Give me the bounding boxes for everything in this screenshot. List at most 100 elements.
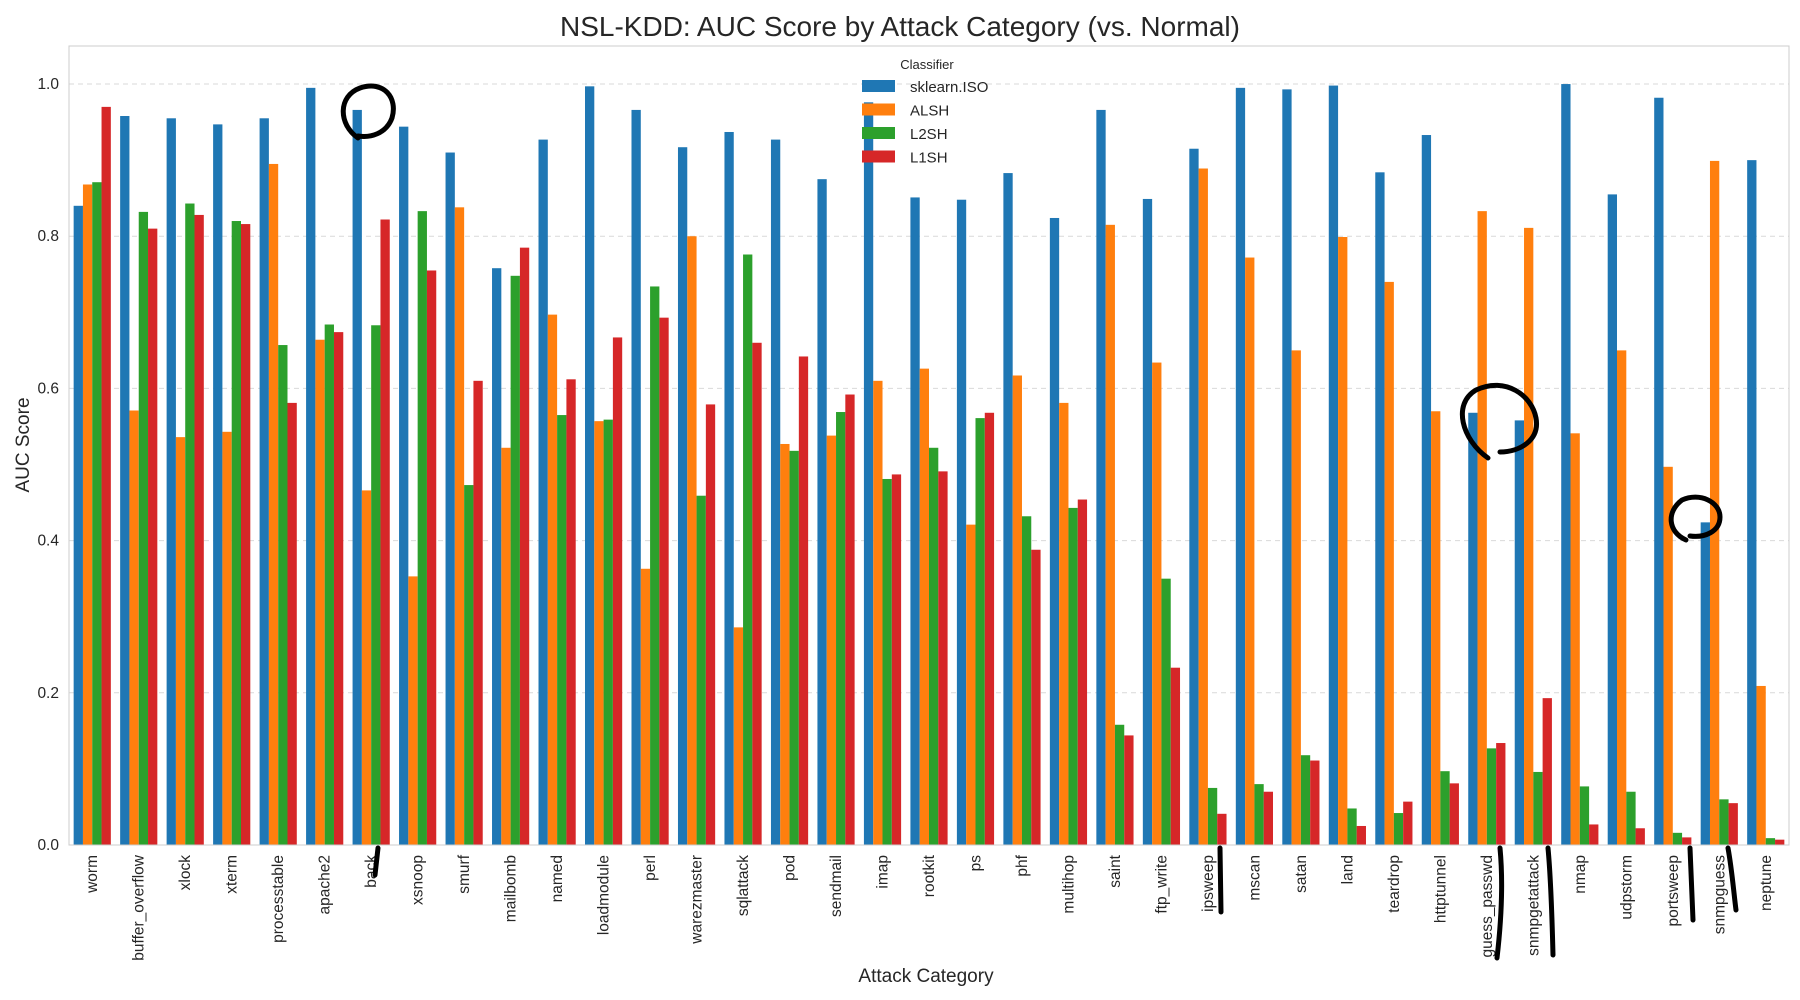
bar-apache2-ALSH [315,339,325,845]
bar-ipsweep-L2SH [1207,787,1218,845]
bar-mailbomb-L1SH [519,247,530,845]
bar-back-L1SH [380,219,390,845]
bar-imap-L2SH [882,478,892,845]
bar-xterm-L1SH [241,224,251,845]
x-tick-label: named [549,855,566,902]
bar-xlock-L1SH [194,214,204,845]
x-tick-label: ipsweep [1200,855,1217,912]
bar-nmap-sklearn.ISO [1561,84,1571,846]
bar-teardrop-ALSH [1384,281,1394,845]
legend-swatch [862,127,895,139]
bar-saint-ALSH [1105,224,1115,845]
bar-sqlattack-sklearn.ISO [724,131,734,846]
bar-nmap-ALSH [1570,433,1580,845]
legend-label: L1SH [910,150,948,167]
x-tick-label: ps [967,855,984,872]
bar-land-L1SH [1356,825,1366,845]
bar-rootkit-L2SH [929,447,939,845]
x-tick-label: phf [1014,854,1031,876]
annotation-mark-snmpgetattack [1545,845,1556,958]
bar-mscan-L2SH [1254,784,1264,845]
bar-sendmail-ALSH [826,435,837,845]
x-tick-label: snmpguess [1711,855,1728,935]
chart-title: NSL-KDD: AUC Score by Attack Category (v… [560,11,1240,42]
x-tick-label: worm [84,855,101,894]
x-tick-label: xterm [224,855,241,894]
bar-rootkit-ALSH [919,368,929,845]
bar-smurf-sklearn.ISO [445,152,455,845]
bar-neptune-L1SH [1775,839,1785,845]
bar-multihop-L1SH [1077,499,1088,845]
bar-apache2-L1SH [333,332,344,845]
bar-back-ALSH [361,490,372,845]
x-tick-label: land [1339,855,1356,884]
bar-xterm-sklearn.ISO [213,124,223,845]
bar-apache2-sklearn.ISO [306,87,316,846]
bar-snmpgetattack-ALSH [1524,227,1534,845]
bar-xsnoop-ALSH [408,576,418,845]
bar-ipsweep-L1SH [1217,813,1227,845]
x-tick-label: ftp_write [1153,855,1170,914]
bar-loadmodule-L1SH [612,337,623,845]
legend: Classifier sklearn.ISO ALSH L2SH L1SH [862,57,988,167]
x-tick-label: imap [875,855,892,889]
bar-sendmail-L1SH [845,394,855,845]
x-tick-label: sendmail [828,855,845,917]
bar-teardrop-L1SH [1403,801,1413,845]
bar-buffer_overflow-L2SH [138,211,149,845]
legend-items: sklearn.ISO ALSH L2SH L1SH [862,79,988,167]
bar-portsweep-ALSH [1663,466,1673,845]
bar-ipsweep-sklearn.ISO [1189,148,1199,846]
x-tick-label: mscan [1246,855,1263,901]
legend-swatch [862,103,895,116]
bar-phf-ALSH [1012,375,1022,845]
bar-processtable-L2SH [278,345,288,845]
x-tick-label: perl [642,855,659,881]
plot-frame [68,45,1790,846]
x-tick-label: smurf [456,854,473,893]
x-axis-ticks: worm buffer_overflow xlock xterm processtabl… [84,854,1775,960]
legend-swatch [862,150,895,163]
bar-rootkit-sklearn.ISO [910,197,920,845]
x-tick-label: multihop [1060,855,1077,914]
bar-guess_passwd-sklearn.ISO [1468,412,1478,845]
bar-processtable-ALSH [268,163,279,845]
bar-httptunnel-sklearn.ISO [1421,135,1432,845]
bar-httptunnel-ALSH [1431,411,1441,845]
bar-sqlattack-L2SH [743,254,753,845]
bar-warezmaster-L2SH [696,495,706,845]
bar-saint-L1SH [1124,735,1134,845]
bar-processtable-sklearn.ISO [259,118,269,846]
bar-mailbomb-ALSH [501,447,511,845]
bar-multihop-L2SH [1068,507,1078,845]
bar-smurf-L1SH [473,380,483,845]
bar-worm-sklearn.ISO [73,205,83,846]
bar-snmpguess-L2SH [1719,799,1729,845]
bar-xlock-ALSH [175,437,186,845]
bar-pod-sklearn.ISO [770,139,781,846]
bar-mscan-L1SH [1263,791,1273,845]
bar-ps-ALSH [966,524,976,845]
bar-xsnoop-L1SH [426,270,437,846]
x-tick-label: sqlattack [735,855,752,916]
bar-guess_passwd-L1SH [1496,743,1506,845]
bar-named-ALSH [547,314,558,845]
bar-snmpgetattack-L2SH [1533,771,1543,845]
bar-teardrop-L2SH [1393,813,1404,845]
bar-mscan-ALSH [1245,257,1255,845]
bar-named-L1SH [566,379,576,845]
y-tick-label: 0.8 [37,228,59,245]
annotation-mark-ipsweep [1217,845,1224,915]
x-tick-label: satan [1293,855,1310,893]
bar-satan-sklearn.ISO [1282,89,1292,846]
bar-nmap-L2SH [1579,786,1590,845]
bar-snmpguess-sklearn.ISO [1700,522,1710,845]
bar-multihop-ALSH [1059,402,1069,845]
bar-warezmaster-sklearn.ISO [677,147,688,845]
annotation-mark-portsweep [1687,845,1696,923]
bar-httptunnel-L2SH [1440,771,1450,845]
bar-loadmodule-L2SH [603,419,613,845]
bar-back-L2SH [371,325,381,845]
x-tick-label: portsweep [1665,855,1682,927]
